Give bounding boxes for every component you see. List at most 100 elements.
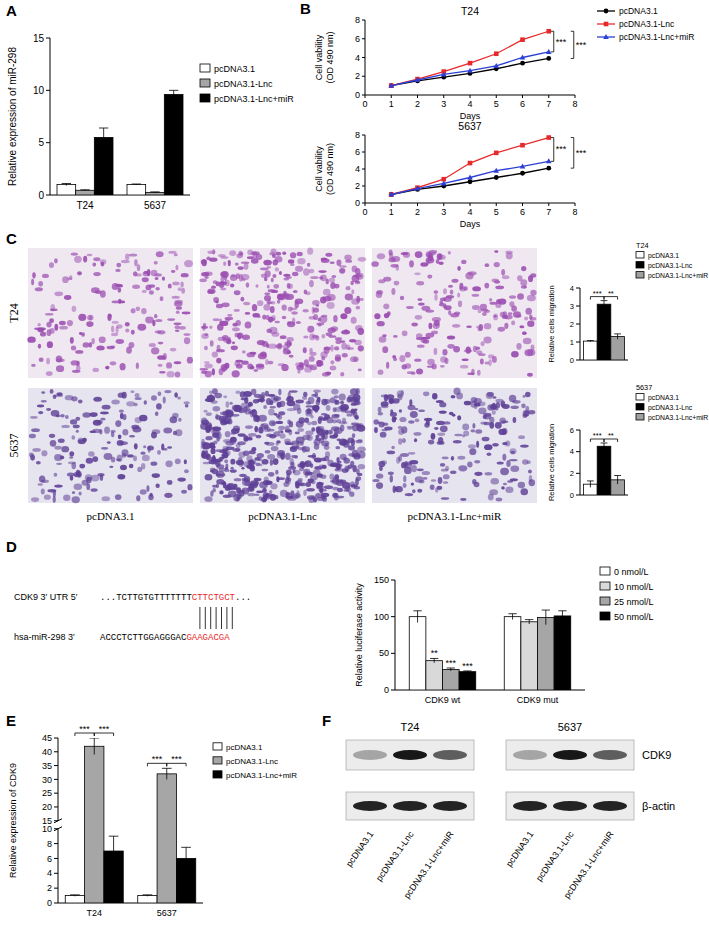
cell — [354, 399, 360, 403]
cell — [111, 431, 114, 437]
cell — [273, 431, 280, 436]
cell — [267, 285, 270, 289]
cell — [307, 435, 313, 441]
cell — [416, 337, 424, 340]
cell — [175, 329, 180, 332]
cell — [31, 364, 36, 367]
cell — [521, 403, 526, 408]
cell — [440, 356, 447, 362]
cell — [292, 272, 298, 277]
cell — [423, 392, 429, 397]
cell — [405, 493, 413, 496]
cell — [527, 373, 533, 377]
cell — [474, 472, 482, 476]
legend-swatch — [200, 79, 210, 87]
cell — [464, 350, 473, 353]
cell — [161, 443, 164, 450]
cell — [234, 478, 242, 481]
cell — [163, 397, 166, 404]
cell — [294, 301, 298, 308]
cell — [72, 496, 80, 503]
cell — [209, 459, 217, 464]
cell — [313, 470, 321, 476]
cell — [453, 440, 462, 443]
cell — [340, 443, 346, 446]
cell — [401, 462, 406, 468]
cell — [415, 251, 423, 258]
cell — [493, 396, 497, 398]
x-tick-label: 4 — [467, 207, 472, 217]
cell — [480, 304, 487, 310]
bar — [164, 95, 183, 195]
cell — [122, 429, 128, 435]
y-tick-label: 20 — [42, 802, 52, 812]
cell — [137, 467, 142, 472]
cell — [176, 311, 180, 314]
cell — [181, 490, 187, 494]
cell — [219, 318, 222, 323]
cell — [505, 250, 513, 254]
error-bar — [463, 671, 471, 672]
cell — [216, 349, 225, 352]
cell — [290, 263, 295, 266]
cell — [457, 266, 461, 271]
y-tick-label: 2 — [570, 469, 574, 478]
cell — [524, 316, 528, 320]
y-tick-label: 3 — [570, 302, 574, 311]
cell — [487, 453, 492, 456]
cell — [495, 286, 504, 290]
micrograph-background — [200, 388, 365, 503]
sequence-label: hsa-miR-298 3′ — [14, 632, 75, 642]
cell — [235, 360, 243, 363]
y-tick — [46, 142, 50, 143]
cell — [494, 250, 498, 253]
significance-bracket — [571, 31, 574, 58]
cell — [336, 260, 341, 266]
cell — [448, 310, 451, 315]
cell — [434, 294, 437, 301]
cell — [230, 469, 237, 473]
bar — [409, 617, 426, 690]
cell — [230, 467, 233, 470]
cell — [202, 259, 207, 266]
cell — [232, 370, 240, 377]
cell — [290, 447, 297, 452]
cell — [374, 313, 380, 319]
cell — [403, 252, 410, 258]
y-tick-label: 2 — [570, 320, 574, 329]
cell — [183, 333, 190, 336]
cell — [212, 426, 219, 429]
cell — [230, 432, 236, 434]
cell — [340, 401, 344, 405]
point — [467, 175, 473, 180]
y-tick — [576, 306, 580, 307]
cell — [378, 370, 384, 375]
error-bar — [162, 768, 172, 779]
cell — [472, 294, 480, 297]
cell — [149, 290, 154, 295]
cell — [61, 425, 70, 428]
y-axis: 050100150 — [374, 575, 395, 695]
y-tick-label: 0 — [38, 190, 44, 201]
cell — [447, 335, 455, 339]
y-tick — [576, 430, 580, 431]
cell — [116, 263, 121, 268]
cell — [415, 476, 424, 483]
cell — [50, 440, 57, 447]
cell — [349, 339, 356, 342]
point — [546, 135, 551, 140]
legend-label: pcDNA3.1-Lnc — [214, 79, 273, 89]
bar — [146, 192, 165, 195]
cell — [238, 333, 242, 339]
cell — [261, 392, 265, 399]
cell — [402, 330, 408, 336]
cell — [504, 323, 508, 329]
error-bar — [587, 481, 594, 488]
cell — [355, 478, 359, 485]
cell — [305, 482, 311, 487]
cell — [334, 399, 337, 405]
cell — [240, 297, 244, 302]
cell — [352, 433, 356, 438]
y-tick-label: 0 — [384, 685, 389, 695]
cell — [201, 371, 207, 374]
